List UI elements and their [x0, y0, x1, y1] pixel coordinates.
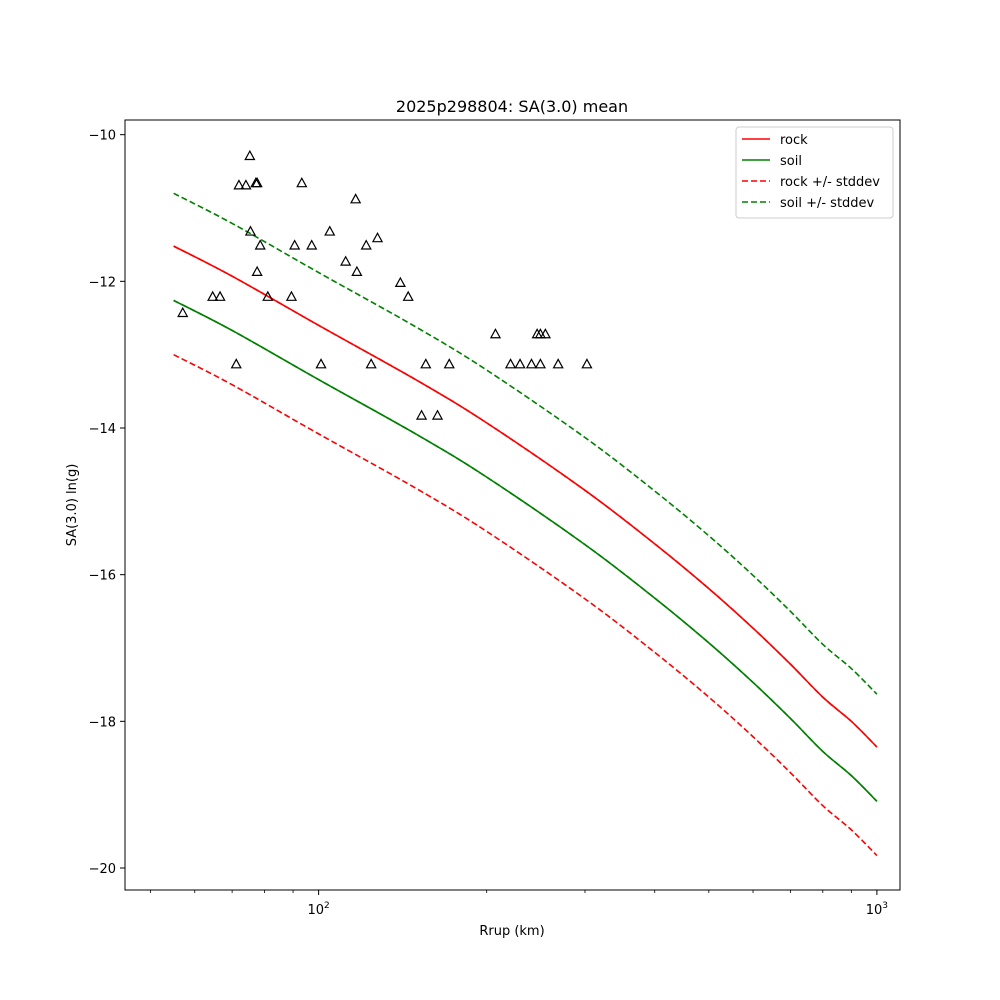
- observation-point: [371, 232, 384, 243]
- observation-point: [289, 239, 301, 250]
- observation-point: [262, 290, 274, 301]
- observation-point: [351, 265, 363, 276]
- observation-point: [244, 225, 257, 236]
- x-tick-label: 102: [307, 901, 329, 918]
- chart-title: 2025p298804: SA(3.0) mean: [396, 97, 628, 116]
- observation-point: [431, 409, 444, 420]
- observation-point: [315, 358, 327, 369]
- observation-point: [306, 239, 318, 250]
- y-tick-label: −20: [89, 862, 116, 877]
- plot-background: [125, 120, 900, 890]
- observation-point: [402, 290, 414, 301]
- series-line-4: [173, 192, 878, 695]
- observation-point: [552, 358, 564, 369]
- observation-point: [360, 239, 372, 250]
- observation-point: [443, 358, 455, 369]
- legend: rock soil rock +/- stddev soil +/- stddev: [735, 126, 894, 219]
- observation-point: [340, 255, 352, 266]
- legend-label: soil: [780, 154, 802, 169]
- observation-point: [534, 358, 546, 369]
- observation-point: [504, 358, 517, 369]
- observation-point: [244, 149, 256, 161]
- plot-frame: [124, 119, 901, 891]
- legend-label: soil +/- stddev: [780, 196, 875, 211]
- observation-point: [251, 265, 263, 276]
- y-tick-label: −18: [89, 715, 116, 730]
- plot-area: [124, 119, 901, 891]
- observation-point: [525, 358, 538, 369]
- observation-point: [514, 358, 526, 369]
- y-tick-label: −14: [89, 422, 116, 437]
- observation-point: [240, 179, 252, 190]
- observation-point: [324, 225, 336, 236]
- observations-layer: [177, 149, 593, 420]
- series-layer: [173, 192, 878, 857]
- series-line-5: [173, 299, 878, 802]
- series-line-2: [173, 353, 878, 857]
- observation-point: [394, 276, 406, 287]
- y-axis-label: SA(3.0) ln(g): [65, 464, 80, 547]
- observation-point: [254, 239, 266, 250]
- x-axis: 102 103: [150, 890, 888, 918]
- observation-point: [420, 358, 432, 369]
- observation-point: [207, 290, 219, 301]
- observation-point: [177, 306, 189, 318]
- observation-point: [251, 177, 263, 188]
- observation-point: [539, 328, 551, 339]
- x-axis-label: Rrup (km): [479, 924, 544, 939]
- y-tick-label: −10: [89, 129, 116, 144]
- observation-point: [230, 358, 242, 369]
- legend-label: rock +/- stddev: [780, 175, 880, 190]
- observation-point: [581, 358, 593, 369]
- observation-point: [365, 358, 377, 369]
- observation-point: [233, 179, 245, 190]
- y-tick-label: −12: [89, 275, 116, 290]
- observation-point: [296, 177, 308, 188]
- legend-box: [735, 126, 894, 219]
- observation-point: [350, 193, 362, 204]
- x-tick-label: 103: [866, 901, 888, 918]
- observation-point: [214, 290, 226, 301]
- legend-label: rock: [780, 133, 808, 148]
- y-tick-label: −16: [89, 569, 116, 584]
- observation-point: [489, 328, 502, 339]
- observation-point: [415, 409, 428, 420]
- observation-point: [285, 290, 298, 301]
- series-line-3: [173, 245, 878, 748]
- y-axis: −10 −12 −14 −16 −18 −20: [89, 129, 125, 877]
